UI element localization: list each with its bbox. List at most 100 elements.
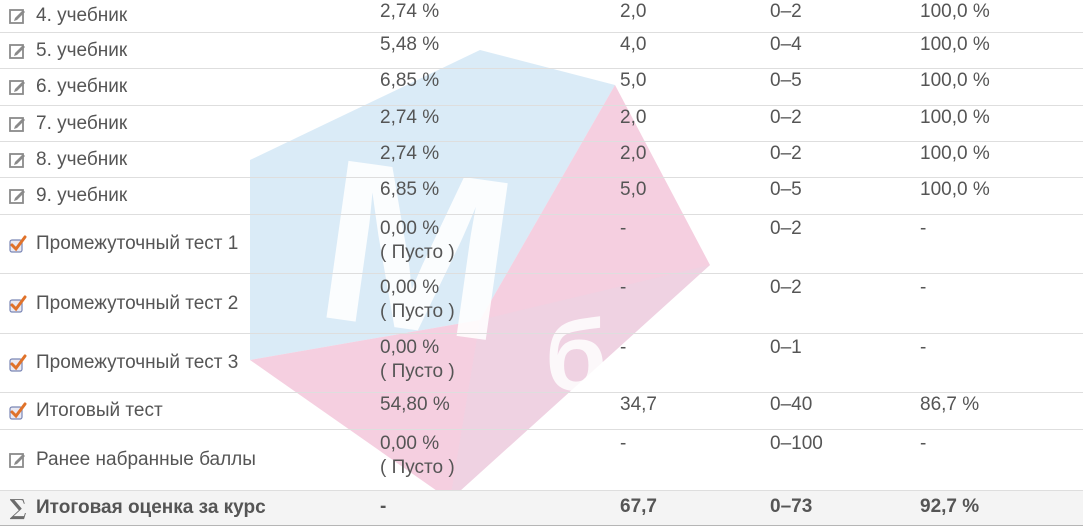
course-total-label: Итоговая оценка за курс — [36, 497, 266, 518]
course-total-range: 0–73 — [770, 490, 920, 526]
grade-item-cell: Промежуточный тест 3 — [0, 333, 380, 393]
edit-icon — [9, 453, 25, 468]
grade-cell: 34,7 — [620, 392, 770, 430]
range-cell: 0–2 — [770, 141, 920, 178]
percentage-cell: 100,0 % — [920, 141, 1083, 178]
grade-item-cell: 7. учебник — [0, 105, 380, 142]
edit-icon — [9, 80, 25, 95]
grade-item-link[interactable]: 4. учебник — [36, 5, 128, 26]
range-cell: 0–40 — [770, 392, 920, 430]
weight-cell: 0,00 % ( Пусто ) — [380, 333, 620, 393]
grade-cell: - — [620, 429, 770, 491]
grade-item-cell: 4. учебник — [0, 0, 380, 33]
grade-row: 6. учебник 6,85 % 5,0 0–5 100,0 % — [0, 68, 1083, 106]
percentage-cell: 100,0 % — [920, 32, 1083, 69]
range-cell: 0–5 — [770, 68, 920, 106]
edit-icon — [9, 9, 25, 24]
percentage-cell: 100,0 % — [920, 105, 1083, 142]
grade-cell: 2,0 — [620, 141, 770, 178]
weight-value: 0,00 % — [380, 277, 440, 298]
weight-value: 54,80 % — [380, 394, 450, 415]
range-cell: 0–2 — [770, 273, 920, 334]
grade-item-link[interactable]: Промежуточный тест 3 — [36, 352, 239, 373]
grade-row: Ранее набранные баллы 0,00 % ( Пусто ) -0–1… — [0, 429, 1083, 491]
grade-row: 5. учебник 5,48 % 4,0 0–4 100,0 % — [0, 32, 1083, 69]
percentage-cell: 100,0 % — [920, 68, 1083, 106]
weight-cell: 0,00 % ( Пусто ) — [380, 429, 620, 491]
weight-cell: 0,00 % ( Пусто ) — [380, 214, 620, 274]
percentage-cell: - — [920, 333, 1083, 393]
grade-item-link[interactable]: 8. учебник — [36, 148, 128, 170]
sigma-icon: ∑ — [9, 495, 27, 521]
grade-cell: 5,0 — [620, 68, 770, 106]
quiz-check-icon — [9, 354, 27, 372]
quiz-check-icon — [9, 402, 27, 420]
grade-item-link[interactable]: 6. учебник — [36, 76, 128, 97]
grade-item-cell: Промежуточный тест 2 — [0, 273, 380, 334]
weight-cell: 6,85 % — [380, 177, 620, 215]
course-total-percentage: 92,7 % — [920, 490, 1083, 526]
grade-row: 8. учебник 2,74 % 2,0 0–2 100,0 % — [0, 141, 1083, 178]
weight-cell: 2,74 % — [380, 0, 620, 33]
grade-item-cell: 6. учебник — [0, 68, 380, 106]
range-cell: 0–1 — [770, 333, 920, 393]
weight-empty-note: ( Пусто ) — [380, 242, 455, 263]
range-cell: 0–2 — [770, 105, 920, 142]
range-cell: 0–2 — [770, 1, 802, 22]
grade-row: Промежуточный тест 3 0,00 % ( Пусто ) -0–1- — [0, 333, 1083, 393]
grade-cell: 2,0 — [620, 105, 770, 142]
percentage-cell: 100,0 % — [920, 1, 990, 22]
percentage-cell: 100,0 % — [920, 177, 1083, 215]
edit-icon — [9, 43, 25, 59]
edit-icon — [9, 152, 25, 168]
weight-value: 0,00 % — [380, 218, 440, 239]
grade-item-link[interactable]: 9. учебник — [36, 185, 128, 206]
grade-item-cell: 8. учебник — [0, 141, 380, 178]
grade-cell: 4,0 — [620, 32, 770, 69]
grade-item-link[interactable]: 7. учебник — [36, 112, 128, 134]
weight-value: 6,85 % — [380, 70, 440, 91]
weight-empty-note: ( Пусто ) — [380, 361, 455, 382]
grade-item-link[interactable]: Промежуточный тест 1 — [36, 233, 239, 254]
grade-cell: 5,0 — [620, 177, 770, 215]
quiz-check-icon — [9, 235, 27, 253]
course-total-grade: 67,7 — [620, 490, 770, 526]
weight-value: 2,74 % — [380, 1, 440, 22]
grade-item-link[interactable]: Итоговый тест — [36, 400, 163, 421]
percentage-cell: - — [920, 273, 1083, 334]
grade-row: 9. учебник 6,85 % 5,0 0–5 100,0 % — [0, 177, 1083, 215]
range-cell: 0–2 — [770, 214, 920, 274]
course-total-row: ∑ Итоговая оценка за курс -67,7 0–73 92,7 % — [0, 490, 1083, 526]
edit-icon — [9, 116, 25, 132]
quiz-check-icon — [9, 295, 27, 313]
grade-item-link[interactable]: 5. учебник — [36, 39, 128, 61]
weight-cell: 2,74 % — [380, 105, 620, 142]
grade-cell: - — [620, 333, 770, 393]
percentage-cell: - — [920, 214, 1083, 274]
percentage-cell: - — [920, 429, 1083, 491]
range-cell: 0–5 — [770, 177, 920, 215]
percentage-cell: 86,7 % — [920, 392, 1083, 430]
weight-value: 2,74 % — [380, 107, 440, 128]
weight-cell: 2,74 % — [380, 141, 620, 178]
course-total-label-cell: ∑ Итоговая оценка за курс — [0, 490, 380, 526]
range-cell: 0–100 — [770, 429, 920, 491]
grade-cell: - — [620, 214, 770, 274]
weight-empty-note: ( Пусто ) — [380, 457, 455, 478]
weight-cell: 54,80 % — [380, 392, 620, 430]
grade-item-cell: Итоговый тест — [0, 392, 380, 430]
weight-empty-note: ( Пусто ) — [380, 301, 455, 322]
grade-item-link[interactable]: Промежуточный тест 2 — [36, 292, 239, 314]
grade-cell: 2,0 — [620, 1, 647, 22]
range-cell: 0–4 — [770, 32, 920, 69]
grade-item-cell: 9. учебник — [0, 177, 380, 215]
grade-item-link[interactable]: Ранее набранные баллы — [36, 449, 256, 470]
grade-row: Итоговый тест 54,80 % 34,7 0–40 86,7 % — [0, 392, 1083, 430]
weight-value: 5,48 % — [380, 34, 440, 55]
weight-value: 0,00 % — [380, 433, 440, 454]
weight-cell: 5,48 % — [380, 32, 620, 69]
weight-cell: 6,85 % — [380, 68, 620, 106]
course-total-weight: - — [380, 490, 620, 526]
weight-value: 2,74 % — [380, 143, 440, 164]
